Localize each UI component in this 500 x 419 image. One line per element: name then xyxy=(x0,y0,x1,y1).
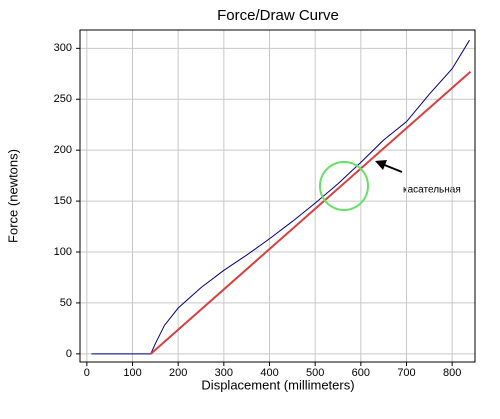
x-tick-label: 600 xyxy=(352,367,370,379)
y-tick-label: 300 xyxy=(54,42,72,54)
y-tick-label: 200 xyxy=(54,144,72,156)
series-line xyxy=(91,39,470,355)
x-tick-label: 300 xyxy=(215,367,233,379)
annotation: касательная xyxy=(403,185,461,196)
chart-title: Force/Draw Curve xyxy=(217,7,339,24)
y-tick-label: 100 xyxy=(54,246,72,258)
x-tick-label: 400 xyxy=(260,367,278,379)
arrow-head xyxy=(375,160,387,170)
highlight-circle xyxy=(319,161,369,211)
x-tick-label: 700 xyxy=(397,367,415,379)
arrow-shaft xyxy=(381,163,403,173)
y-tick-label: 250 xyxy=(54,93,72,105)
plot-frame xyxy=(79,29,476,363)
y-axis-label: Force (newtons) xyxy=(5,149,20,243)
y-tick-label: 150 xyxy=(54,195,72,207)
x-tick-label: 100 xyxy=(123,367,141,379)
series-line xyxy=(150,71,472,355)
x-tick-label: 800 xyxy=(443,367,461,379)
x-tick-label: 500 xyxy=(306,367,324,379)
y-tick-label: 50 xyxy=(60,297,72,309)
x-tick-label: 200 xyxy=(169,367,187,379)
x-axis-label: Displacement (millimeters) xyxy=(201,377,354,392)
y-tick-label: 0 xyxy=(66,348,72,360)
x-tick-label: 0 xyxy=(84,367,90,379)
